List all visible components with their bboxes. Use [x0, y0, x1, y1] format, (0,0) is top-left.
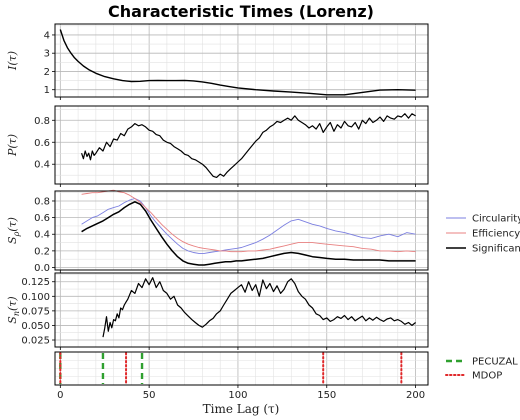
y-axis-label: I(τ) — [6, 51, 19, 71]
x-tick-label: 100 — [228, 390, 247, 401]
x-tick-label: 200 — [406, 390, 425, 401]
y-axis-label: P(τ) — [6, 134, 19, 157]
y-tick-label: 0.2 — [34, 246, 50, 257]
x-tick-label: 150 — [317, 390, 336, 401]
y-axis-label: Sρ(τ) — [6, 217, 21, 244]
panel-background — [55, 106, 428, 184]
y-tick-label: 2 — [44, 67, 50, 78]
y-tick-label: 1 — [44, 85, 50, 96]
y-tick-label: 0.6 — [34, 138, 50, 149]
chart-title: Characteristic Times (Lorenz) — [108, 2, 374, 21]
y-tick-label: 0.4 — [34, 160, 50, 171]
panel-frame — [54, 190, 429, 271]
panel-markers: PECUZAL MDOP 0 50 100 150 200 — [54, 351, 518, 401]
y-tick-label: 0.0 — [34, 263, 50, 274]
y-tick-label: 0.025 — [21, 336, 50, 347]
series-line-I — [59, 29, 416, 96]
series-line-efficiency — [81, 189, 416, 253]
series-line-Sn — [102, 277, 416, 338]
x-tick-label: 50 — [143, 390, 156, 401]
panels-group: 1 2 3 4 I(τ) 0.4 0.6 0.8 P(τ) 0.0 0.2 0.4 0.6 0.8 Sρ(τ… — [6, 23, 520, 401]
y-tick-label: 0.4 — [34, 230, 50, 241]
panel-frame — [54, 23, 429, 98]
x-tick-label: 0 — [57, 390, 63, 401]
legend-label-efficiency: Efficiency — [472, 229, 520, 240]
x-axis-label: Time Lag (τ) — [203, 402, 280, 416]
legend-label-significance: Significance — [472, 244, 520, 255]
legend-label-mdop: MDOP — [472, 371, 502, 382]
panel-background — [55, 24, 428, 97]
panel-frame — [54, 105, 429, 185]
panel-I: 1 2 3 4 I(τ) — [6, 23, 429, 100]
y-axis-label: Sn(τ) — [6, 296, 21, 323]
series-line-significance — [81, 201, 416, 266]
legend-label-pecuzal: PECUZAL — [472, 357, 518, 368]
y-tick-label: 0.050 — [21, 321, 50, 332]
panel-S: 0.0 0.2 0.4 0.6 0.8 Sρ(τ) Circularity Efficienc… — [6, 189, 520, 274]
panel-P: 0.4 0.6 0.8 P(τ) — [6, 105, 429, 187]
y-tick-label: 0.100 — [21, 292, 50, 303]
y-tick-label: 0.125 — [21, 277, 50, 288]
series-line-P — [81, 113, 416, 178]
legend-label-circularity: Circularity — [472, 214, 520, 225]
panel-frame — [54, 272, 429, 348]
panel-frame — [54, 351, 429, 386]
panel-background — [55, 191, 428, 270]
y-tick-label: 3 — [44, 49, 50, 60]
y-tick-label: 0.6 — [34, 213, 50, 224]
y-tick-label: 0.075 — [21, 306, 50, 317]
y-tick-label: 4 — [44, 30, 50, 41]
y-tick-label: 0.8 — [34, 196, 50, 207]
y-tick-label: 0.8 — [34, 116, 50, 127]
